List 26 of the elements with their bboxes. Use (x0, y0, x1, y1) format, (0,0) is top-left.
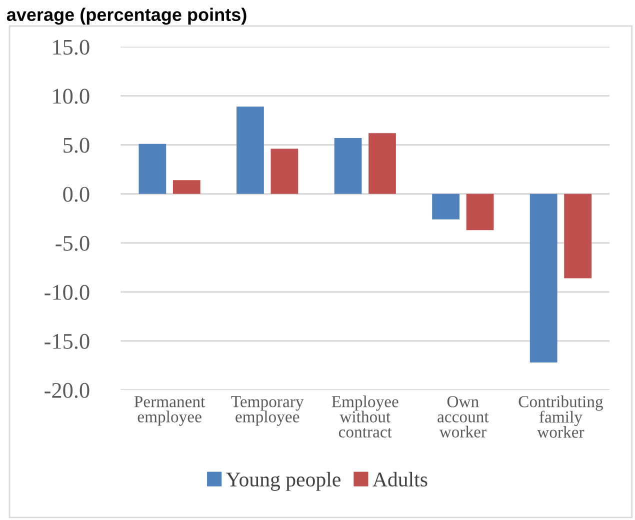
bar (334, 138, 362, 194)
bar (564, 194, 592, 278)
bar (530, 194, 558, 363)
y-tick-label: 5.0 (64, 138, 90, 153)
x-tick-label: Permanent employee (134, 396, 206, 426)
bar (466, 194, 494, 230)
legend-label: Adults (372, 472, 428, 487)
bar (432, 194, 460, 220)
bar (270, 148, 298, 194)
y-tick-label: -10.0 (44, 284, 90, 300)
x-tick-label: Employee without contract (332, 396, 398, 438)
y-tick-label: 10.0 (53, 88, 90, 104)
bar (236, 106, 264, 194)
legend-label: Young people (226, 472, 340, 491)
bar (172, 180, 200, 194)
y-tick-label: -15.0 (44, 334, 90, 349)
y-tick-label: -20.0 (44, 382, 90, 398)
x-tick-label: Contributing family worker (518, 396, 603, 438)
y-tick-label: -5.0 (56, 236, 90, 251)
bar (138, 144, 166, 194)
y-tick-label: 0.0 (63, 186, 90, 202)
x-tick-label: Temporary employee (231, 396, 304, 426)
chart-title: average (percentage points) (6, 8, 246, 25)
y-tick-label: 15.0 (53, 40, 90, 55)
bar (368, 133, 396, 194)
x-tick-label: Own account worker (438, 396, 489, 438)
